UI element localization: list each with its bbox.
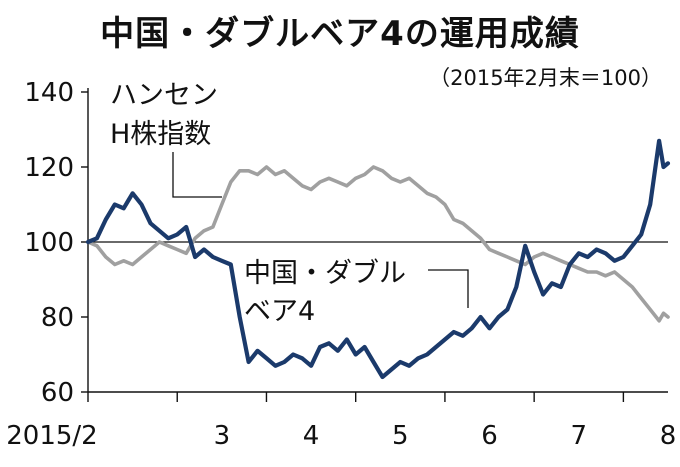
x-tick-label: 5 bbox=[392, 421, 409, 451]
y-tick-label: 140 bbox=[24, 78, 74, 108]
series-line-double-bear bbox=[85, 138, 671, 380]
y-tick-label: 80 bbox=[41, 303, 74, 333]
y-tick-label: 60 bbox=[41, 378, 74, 408]
x-axis-ticks: 2015/2 3 4 5 6 7 8 bbox=[6, 392, 676, 451]
annotation-hang-seng-label: H株指数 bbox=[110, 119, 211, 150]
x-tick-label: 6 bbox=[481, 421, 498, 451]
x-tick-label: 7 bbox=[570, 421, 587, 451]
annotation-double-bear-label: ベア4 bbox=[244, 296, 315, 327]
x-tick-label: 4 bbox=[303, 421, 320, 451]
annotation-leader-hang-seng bbox=[172, 152, 222, 198]
x-tick-label: 2015/2 bbox=[6, 421, 97, 451]
x-tick-label: 3 bbox=[214, 421, 231, 451]
chart-subtitle: （2015年2月末＝100） bbox=[429, 66, 662, 90]
y-tick-label: 100 bbox=[24, 228, 74, 258]
x-tick-label: 8 bbox=[660, 421, 677, 451]
y-tick-label: 120 bbox=[24, 153, 74, 183]
annotation-leader-double-bear bbox=[428, 269, 469, 308]
series-group bbox=[85, 138, 671, 380]
y-axis-ticks: 60 80 100 120 140 bbox=[24, 78, 88, 408]
annotation-double-bear-label: 中国・ダブル bbox=[244, 258, 406, 289]
annotation-hang-seng-label: ハンセン bbox=[110, 80, 218, 111]
series-line-hang-seng-h bbox=[86, 165, 670, 323]
chart-title: 中国・ダブルベア4の運用成績 bbox=[100, 14, 580, 54]
